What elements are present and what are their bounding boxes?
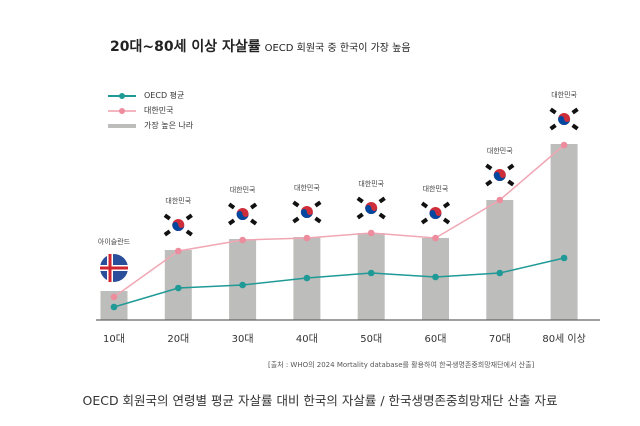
trigram bbox=[356, 196, 364, 204]
country-label: 아이슬란드 bbox=[98, 237, 131, 246]
taegeuk-blue bbox=[365, 205, 378, 214]
data-point bbox=[175, 284, 182, 292]
trigram bbox=[163, 213, 171, 221]
data-point bbox=[560, 141, 568, 149]
chart-subtitle: OECD 회원국 중 한국이 가장 높음 bbox=[264, 43, 411, 54]
trigram bbox=[356, 212, 364, 220]
trigram bbox=[442, 201, 451, 209]
legend-item-korea: 대한민국 bbox=[108, 103, 193, 118]
data-point bbox=[239, 281, 246, 289]
taegeuk-blue bbox=[493, 172, 506, 181]
korea-flag-icon bbox=[227, 202, 258, 226]
trigram bbox=[507, 163, 515, 171]
title-main: 20대~80세 이상 자살률 bbox=[110, 39, 261, 55]
x-tick-label: 40대 bbox=[296, 333, 318, 345]
trigram bbox=[227, 218, 236, 226]
line-oecd bbox=[113, 257, 565, 308]
x-tick-label: 80세 이상 bbox=[542, 333, 586, 345]
trigram bbox=[442, 217, 451, 225]
trigram bbox=[485, 179, 493, 187]
data-point bbox=[367, 229, 375, 237]
data-point bbox=[432, 234, 439, 242]
data-point bbox=[496, 196, 504, 204]
bar bbox=[486, 200, 514, 320]
data-point bbox=[367, 269, 375, 277]
image-caption: OECD 회원국의 연령별 평균 자살률 대비 한국의 자살률 / 한국생명존중… bbox=[82, 393, 558, 408]
korea-flag-icon bbox=[356, 196, 386, 220]
flag-cross bbox=[100, 266, 128, 270]
trigram bbox=[420, 201, 429, 209]
taegeuk-blue bbox=[300, 209, 313, 219]
trigram bbox=[549, 123, 557, 131]
trigram bbox=[314, 216, 322, 224]
legend-label: OECD 평균 bbox=[144, 91, 185, 100]
taegeuk-blue bbox=[236, 211, 249, 220]
data-point bbox=[303, 274, 311, 282]
korea-flag-icon bbox=[420, 201, 451, 225]
data-point bbox=[303, 234, 311, 242]
data-point bbox=[110, 303, 118, 311]
taegeuk-blue bbox=[429, 210, 442, 219]
line-korea bbox=[113, 144, 565, 298]
country-label: 대한민국 bbox=[358, 179, 384, 188]
x-tick-label: 30대 bbox=[232, 333, 254, 345]
chart-title: 20대~80세 이상 자살률 OECD 회원국 중 한국이 가장 높음 bbox=[110, 36, 411, 56]
country-label: 대한민국 bbox=[423, 184, 449, 193]
iceland-flag-icon bbox=[100, 254, 128, 282]
korea-flag-icon bbox=[485, 163, 515, 187]
x-tick-label: 50대 bbox=[360, 333, 382, 345]
trigram bbox=[549, 107, 557, 115]
trigram bbox=[163, 229, 171, 237]
trigram bbox=[314, 200, 322, 208]
x-tick-label: 10대 bbox=[103, 333, 125, 345]
trigram bbox=[185, 229, 193, 237]
trigram bbox=[571, 107, 579, 115]
trigram bbox=[292, 216, 300, 224]
trigram bbox=[185, 213, 193, 221]
x-tick-label: 20대 bbox=[167, 333, 189, 345]
korea-flag-icon bbox=[292, 200, 322, 224]
legend-label: 가장 높은 나라 bbox=[144, 121, 194, 130]
legend-swatch-korea bbox=[108, 107, 136, 114]
trigram bbox=[292, 200, 300, 208]
korea-flag-icon bbox=[549, 107, 579, 131]
data-point bbox=[496, 269, 504, 277]
bar bbox=[550, 144, 578, 320]
x-tick-label: 70대 bbox=[489, 333, 511, 345]
trigram bbox=[227, 202, 236, 210]
trigram bbox=[378, 196, 386, 204]
country-label: 대한민국 bbox=[294, 183, 320, 192]
legend-swatch-oecd bbox=[108, 92, 136, 99]
legend-swatch-highest bbox=[108, 123, 136, 128]
taegeuk-blue bbox=[172, 222, 185, 231]
trigram bbox=[571, 123, 579, 131]
country-label: 대한민국 bbox=[165, 196, 191, 205]
data-point bbox=[432, 273, 439, 281]
legend: OECD 평균 대한민국 가장 높은 나라 bbox=[108, 88, 193, 133]
taegeuk-blue bbox=[558, 116, 571, 125]
trigram bbox=[420, 217, 429, 225]
legend-item-oecd: OECD 평균 bbox=[108, 88, 193, 103]
country-label: 대한민국 bbox=[487, 146, 513, 155]
country-label: 대한민국 bbox=[230, 185, 256, 194]
data-point bbox=[560, 254, 568, 262]
trigram bbox=[249, 218, 258, 226]
trigram bbox=[249, 202, 258, 210]
korea-flag-icon bbox=[163, 213, 193, 237]
flag-cross bbox=[108, 254, 112, 282]
bar bbox=[229, 239, 257, 320]
trigram bbox=[507, 179, 515, 187]
legend-label: 대한민국 bbox=[144, 106, 174, 115]
source-note: [출처 : WHO의 2024 Mortality database를 활용하여… bbox=[268, 361, 535, 369]
trigram bbox=[485, 163, 493, 171]
trigram bbox=[378, 212, 386, 220]
data-point bbox=[239, 236, 246, 244]
data-point bbox=[110, 293, 118, 301]
country-label: 대한민국 bbox=[551, 90, 577, 99]
data-point bbox=[175, 247, 182, 255]
x-tick-label: 60대 bbox=[425, 333, 447, 345]
legend-item-highest: 가장 높은 나라 bbox=[108, 118, 193, 133]
bar bbox=[357, 233, 385, 320]
